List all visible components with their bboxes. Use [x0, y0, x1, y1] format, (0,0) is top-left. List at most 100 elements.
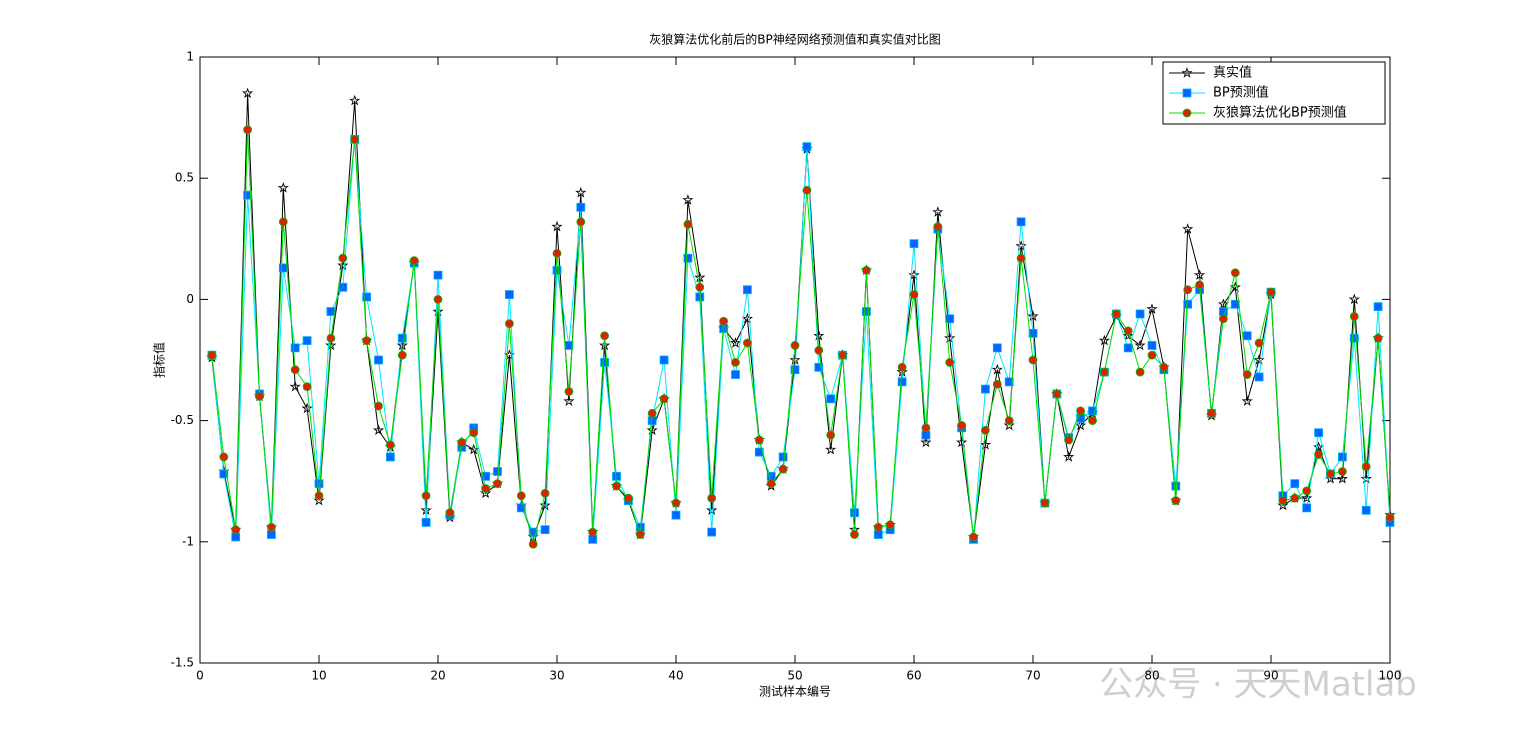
square-marker: [1135, 309, 1145, 319]
x-tick-label: 80: [1144, 669, 1159, 683]
circle-marker: [1219, 314, 1228, 324]
circle-marker: [909, 290, 919, 299]
star-marker: [1027, 310, 1039, 322]
y-tick-label: -0.5: [171, 413, 194, 427]
circle-marker: [1326, 469, 1335, 479]
star-marker: [729, 337, 742, 348]
square-marker: [516, 503, 526, 513]
x-axis-label: 测试样本编号: [759, 684, 831, 699]
square-marker: [338, 282, 348, 292]
circle-marker: [552, 248, 562, 258]
star-marker: [1098, 334, 1110, 346]
square-marker: [1182, 88, 1192, 98]
square-marker: [1183, 299, 1193, 309]
star-marker: [1134, 339, 1146, 351]
circle-marker: [731, 358, 740, 367]
x-tick-label: 20: [430, 669, 445, 683]
circle-marker: [1147, 350, 1157, 360]
circle-marker: [433, 294, 443, 304]
circle-marker: [612, 481, 621, 491]
square-marker: [433, 270, 443, 280]
circle-marker: [278, 217, 288, 227]
square-marker: [552, 265, 562, 275]
square-marker: [1338, 452, 1347, 462]
square-marker: [671, 510, 681, 520]
star-marker: [646, 424, 658, 436]
square-marker: [862, 307, 871, 316]
circle-marker: [814, 345, 824, 355]
circle-marker: [1385, 513, 1395, 522]
star-marker: [551, 220, 563, 232]
star-marker: [432, 305, 444, 317]
legend-label: 灰狼算法优化BP预测值: [1213, 105, 1347, 121]
star-marker: [372, 424, 385, 436]
circle-marker: [719, 316, 728, 326]
square-marker: [790, 365, 800, 375]
circle-marker: [778, 464, 788, 474]
star-marker: [277, 182, 289, 193]
circle-marker: [826, 430, 836, 440]
square-marker: [659, 355, 669, 365]
circle-marker: [992, 379, 1002, 389]
square-marker: [1171, 481, 1181, 491]
x-tick-label: 60: [906, 669, 921, 683]
circle-marker: [885, 520, 895, 530]
x-tick-label: 90: [1263, 669, 1278, 683]
square-marker: [873, 530, 883, 539]
legend-label: BP预测值: [1213, 85, 1269, 101]
star-marker: [741, 312, 753, 324]
star-marker: [908, 269, 920, 280]
circle-marker: [576, 217, 586, 227]
circle-marker: [528, 539, 538, 549]
star-marker: [575, 186, 587, 198]
circle-marker: [469, 428, 479, 438]
x-tick-label: 70: [1025, 669, 1040, 683]
square-marker: [374, 355, 383, 365]
circle-marker: [231, 525, 241, 535]
square-marker: [1302, 503, 1312, 513]
square-marker: [850, 508, 859, 518]
square-marker: [1242, 331, 1252, 341]
y-tick-label: 0.5: [175, 171, 194, 185]
circle-marker: [1361, 462, 1371, 472]
square-marker: [731, 370, 740, 379]
circle-marker: [671, 498, 681, 508]
circle-marker: [635, 530, 645, 539]
circle-marker: [1266, 287, 1276, 297]
circle-marker: [1111, 309, 1121, 319]
circle-marker: [1373, 333, 1383, 343]
square-marker: [1123, 343, 1133, 353]
star-marker: [1217, 298, 1229, 309]
circle-marker: [873, 522, 883, 532]
circle-marker: [588, 527, 598, 537]
circle-marker: [1052, 389, 1062, 399]
circle-marker: [1349, 311, 1359, 321]
circle-marker: [540, 488, 550, 498]
square-marker: [1361, 505, 1371, 515]
circle-marker: [290, 365, 300, 375]
circle-marker: [1040, 498, 1050, 508]
circle-marker: [255, 391, 264, 401]
x-tick-label: 30: [549, 669, 564, 683]
square-marker: [1016, 217, 1026, 227]
circle-marker: [743, 338, 752, 348]
circle-marker: [266, 522, 276, 532]
circle-marker: [314, 491, 324, 501]
circle-marker: [683, 219, 693, 229]
circle-marker: [933, 222, 943, 232]
square-marker: [421, 518, 431, 527]
star-marker: [979, 438, 991, 450]
circle-marker: [326, 333, 336, 343]
circle-marker: [957, 421, 966, 430]
circle-marker: [850, 530, 859, 539]
star-marker: [1360, 472, 1372, 484]
square-marker: [243, 190, 253, 200]
circle-marker: [981, 425, 990, 435]
square-marker: [1230, 299, 1240, 309]
star-marker: [1194, 269, 1206, 280]
square-marker: [921, 430, 931, 440]
star-marker: [694, 271, 706, 283]
square-marker: [326, 307, 336, 316]
